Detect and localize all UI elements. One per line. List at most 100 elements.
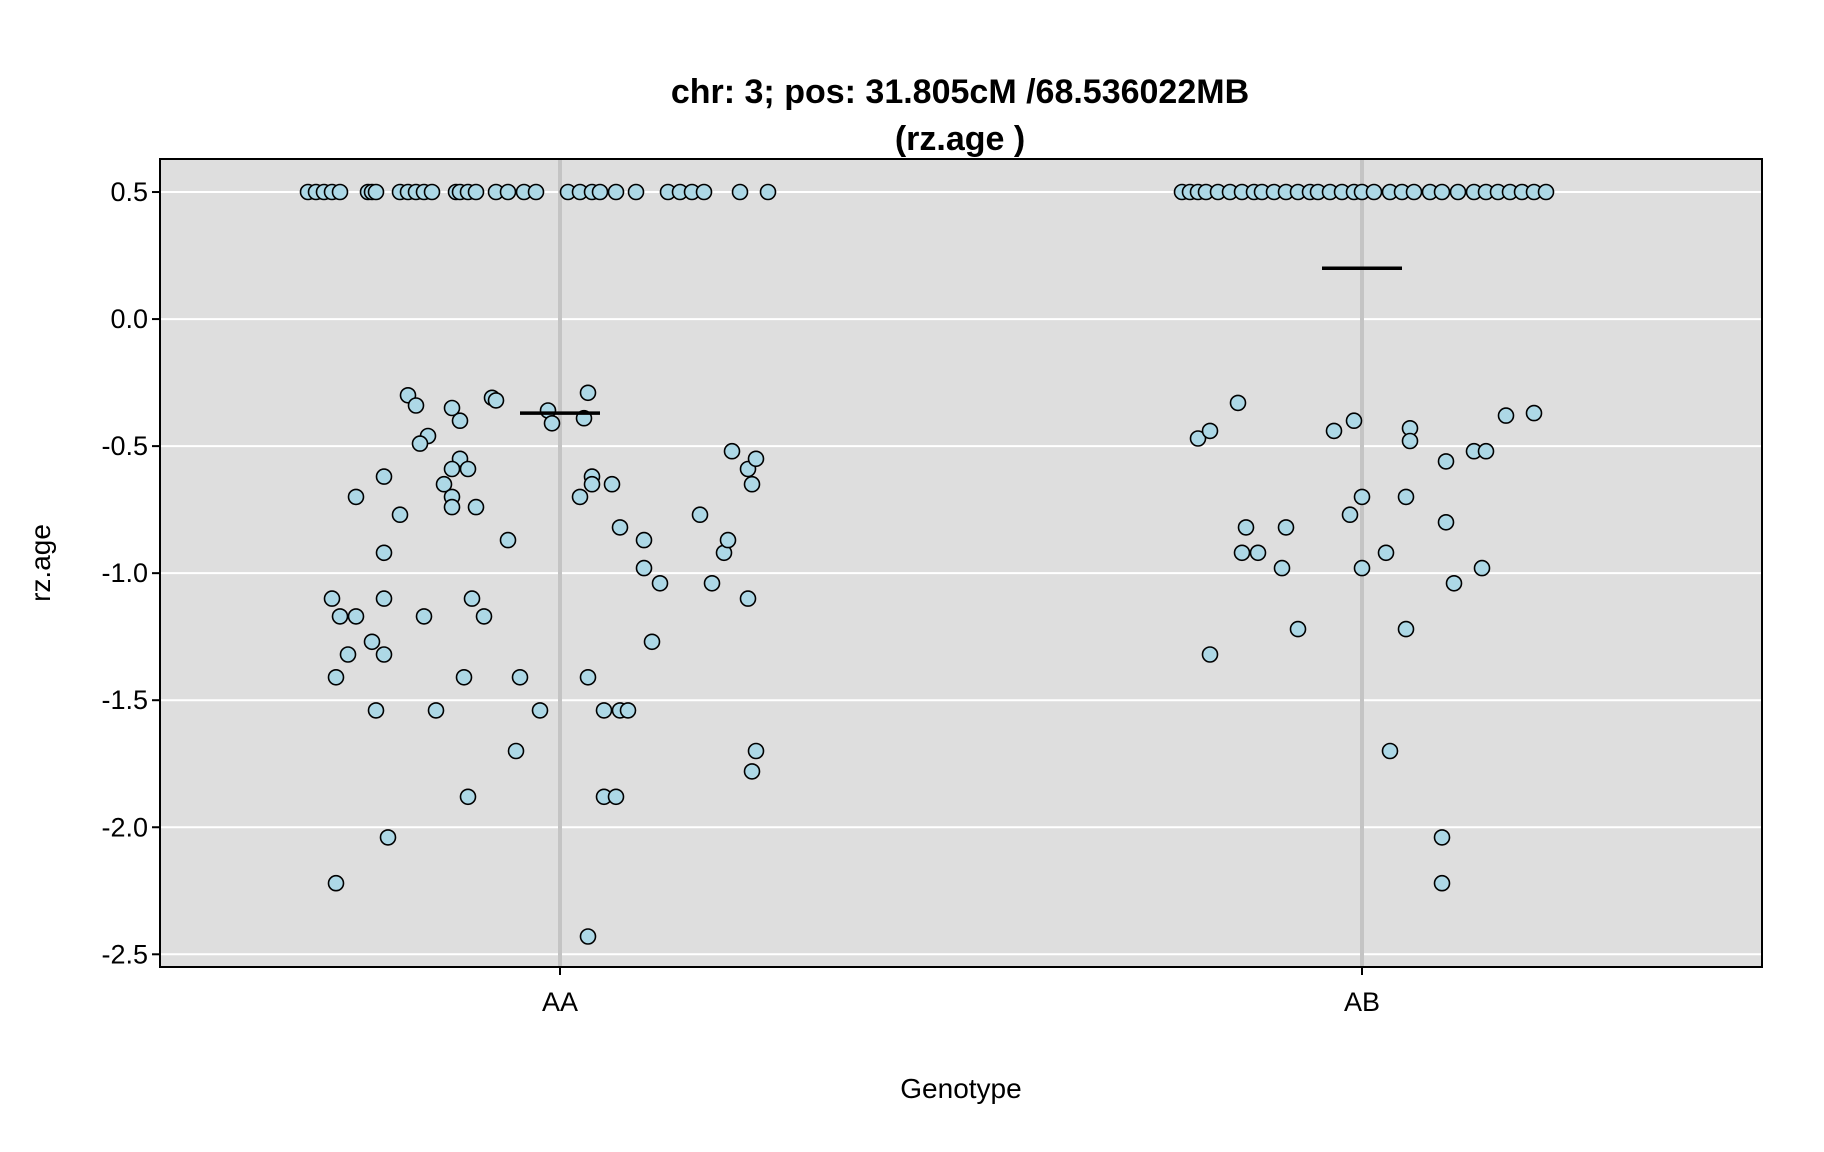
data-point xyxy=(1433,874,1451,892)
data-point xyxy=(323,590,341,607)
data-point xyxy=(455,668,473,686)
data-point xyxy=(611,519,629,536)
data-point xyxy=(583,475,601,493)
data-point xyxy=(607,788,625,806)
data-point xyxy=(695,183,713,201)
data-point xyxy=(467,183,485,201)
data-point xyxy=(731,183,749,201)
data-point xyxy=(1473,559,1491,577)
data-point xyxy=(1497,407,1515,424)
data-point xyxy=(1229,394,1247,412)
x-axis-label: Genotype xyxy=(900,1073,1021,1104)
data-point xyxy=(511,668,529,686)
data-point xyxy=(415,608,433,625)
data-point xyxy=(747,742,765,760)
data-point xyxy=(1249,544,1267,562)
data-point xyxy=(407,397,425,414)
x-axis-ticks: AA AB xyxy=(542,967,1380,1017)
data-point xyxy=(543,414,561,432)
data-point xyxy=(363,633,381,651)
data-point xyxy=(347,608,365,625)
data-point xyxy=(459,460,477,478)
y-tick-label: -2.0 xyxy=(101,812,148,842)
data-point xyxy=(619,702,637,719)
data-point xyxy=(1201,646,1219,663)
data-point xyxy=(1525,404,1543,422)
data-point xyxy=(743,475,761,493)
data-point xyxy=(643,633,661,651)
chart-title-line-1: chr: 3; pos: 31.805cM /68.536022MB xyxy=(671,73,1249,111)
data-point xyxy=(1289,620,1307,638)
data-point xyxy=(443,498,461,516)
data-point xyxy=(459,788,477,806)
data-point xyxy=(703,574,721,592)
data-point xyxy=(747,450,765,468)
data-point xyxy=(1405,183,1423,201)
data-point xyxy=(507,742,525,760)
data-point xyxy=(367,183,385,201)
data-point xyxy=(499,183,517,201)
data-point xyxy=(423,183,441,201)
y-tick-label: -0.5 xyxy=(101,431,148,461)
data-point xyxy=(1433,183,1451,201)
data-point xyxy=(1189,430,1207,447)
y-tick-label: -1.0 xyxy=(101,558,148,588)
data-point xyxy=(375,544,393,562)
data-point xyxy=(579,384,597,402)
data-point xyxy=(451,412,469,430)
data-point xyxy=(1345,412,1363,430)
data-point xyxy=(1397,620,1415,638)
data-point xyxy=(1273,559,1291,577)
data-point xyxy=(723,442,741,460)
data-point xyxy=(327,874,345,892)
data-point xyxy=(627,183,645,201)
data-point xyxy=(595,702,613,719)
y-tick-label: 0.0 xyxy=(110,304,148,334)
y-tick-label: -1.5 xyxy=(101,685,148,715)
data-point xyxy=(603,475,621,493)
data-point xyxy=(739,590,757,607)
data-point xyxy=(367,702,385,719)
data-point xyxy=(1401,432,1419,450)
data-point xyxy=(691,506,709,524)
data-point xyxy=(339,646,357,663)
data-point xyxy=(443,460,461,478)
data-point xyxy=(1365,183,1383,201)
data-point xyxy=(487,392,505,409)
data-point xyxy=(579,668,597,686)
data-point xyxy=(1201,422,1219,440)
x-tick-label: AA xyxy=(542,987,578,1017)
data-point xyxy=(531,702,549,719)
data-point xyxy=(1377,544,1395,562)
data-point xyxy=(1341,506,1359,524)
data-point xyxy=(1477,442,1495,460)
data-point xyxy=(571,488,589,506)
y-axis-ticks: 0.5 0.0 -0.5 -1.0 -1.5 -2.0 -2.5 xyxy=(101,177,160,969)
data-point xyxy=(475,608,493,625)
data-point xyxy=(759,183,777,201)
data-point xyxy=(443,399,461,417)
data-point xyxy=(719,531,737,549)
data-point xyxy=(1449,183,1467,201)
data-point xyxy=(1325,422,1343,440)
x-tick-label: AB xyxy=(1344,987,1380,1017)
data-point xyxy=(1437,513,1455,531)
data-point xyxy=(1437,453,1455,470)
data-point xyxy=(1353,559,1371,577)
data-point xyxy=(411,435,429,452)
data-point xyxy=(375,468,393,485)
data-point xyxy=(1277,519,1295,536)
data-point xyxy=(635,531,653,549)
y-axis-label: rz.age xyxy=(25,524,56,602)
data-point xyxy=(1237,519,1255,536)
data-points xyxy=(299,183,1555,945)
data-point xyxy=(635,559,653,577)
data-point xyxy=(651,574,669,592)
data-point xyxy=(463,590,481,607)
data-point xyxy=(1397,488,1415,506)
data-point xyxy=(499,531,517,549)
data-point xyxy=(1353,488,1371,506)
data-point xyxy=(327,668,345,686)
data-point xyxy=(391,506,409,524)
